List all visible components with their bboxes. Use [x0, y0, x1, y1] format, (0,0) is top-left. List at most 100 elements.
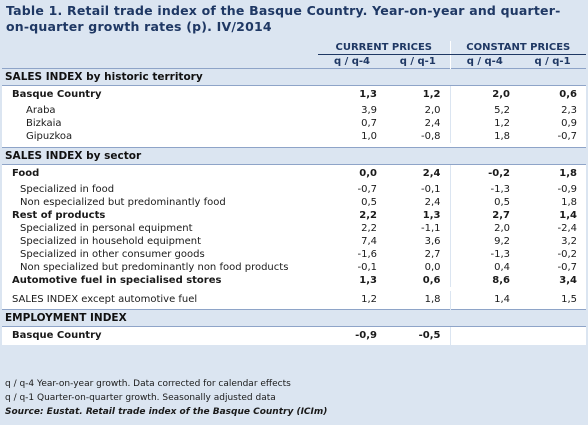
cell-current-qoq: 0,0 [386, 261, 451, 274]
cell-constant-yoy: -1,3 [449, 248, 520, 261]
cell-current-qoq: 2,7 [386, 248, 451, 261]
cell-current-qoq: -0,8 [386, 130, 451, 143]
spacer-cell [2, 143, 587, 148]
header-constant-prices: CONSTANT PRICES [449, 41, 587, 55]
row-label: Basque Country [2, 326, 318, 345]
header-row-periods: q / q-4 q / q-1 q / q-4 q / q-1 [2, 54, 586, 69]
header-blank-2 [2, 55, 318, 69]
cell-current-qoq: 1,8 [386, 291, 451, 310]
spacer-row [2, 287, 587, 291]
table-row: Food 0,0 2,4 -0,2 1,8 [2, 164, 587, 183]
row-label: Gipuzkoa [2, 130, 318, 143]
cell-current-yoy: 2,2 [318, 222, 386, 235]
cell-current-yoy: 0,5 [318, 196, 386, 209]
table-row: SALES INDEX except automotive fuel 1,2 1… [2, 291, 587, 310]
growth-rates-table: CURRENT PRICES CONSTANT PRICES q / q-4 q… [2, 41, 587, 345]
table-row: Specialized in other consumer goods -1,6… [2, 248, 587, 261]
cell-current-qoq: 2,4 [386, 196, 451, 209]
cell-current-qoq: 0,6 [386, 274, 451, 287]
row-label: Non especialized but predominantly food [2, 196, 318, 209]
cell-current-yoy: -0,9 [318, 326, 386, 345]
title-line-2: on-quarter growth rates (p). IV/2014 [6, 19, 272, 34]
cell-constant-qoq: 1,8 [519, 196, 587, 209]
cell-current-qoq: 2,4 [386, 117, 451, 130]
cell-current-yoy: 1,3 [318, 274, 386, 287]
table-row: Bizkaia 0,7 2,4 1,2 0,9 [2, 117, 587, 130]
section-label: EMPLOYMENT INDEX [2, 309, 587, 327]
cell-constant-yoy: -1,3 [449, 183, 520, 196]
cell-current-yoy: 1,0 [318, 130, 386, 143]
cell-current-yoy: 0,7 [318, 117, 386, 130]
note-yoy: q / q-4 Year-on-year growth. Data correc… [5, 379, 291, 389]
title-line-1: Table 1. Retail trade index of the Basqu… [6, 3, 561, 18]
cell-constant-qoq [519, 326, 587, 345]
header-current-qoq: q / q-1 [399, 56, 436, 67]
row-label: Food [2, 164, 318, 183]
cell-constant-yoy: 8,6 [449, 274, 520, 287]
cell-constant-yoy: 5,2 [449, 104, 520, 117]
cell-constant-yoy: 0,5 [449, 196, 520, 209]
table-notes: q / q-4 Year-on-year growth. Data correc… [5, 377, 583, 419]
cell-constant-yoy: 2,0 [449, 85, 520, 104]
cell-current-yoy: -0,7 [318, 183, 386, 196]
cell-current-yoy: 1,2 [318, 291, 386, 310]
cell-current-qoq: -0,1 [386, 183, 451, 196]
cell-constant-qoq: 2,3 [519, 104, 587, 117]
cell-constant-qoq: -0,2 [519, 248, 587, 261]
section-label: SALES INDEX by sector [2, 147, 587, 165]
table-row: Rest of products 2,2 1,3 2,7 1,4 [2, 209, 587, 222]
table-row: Basque Country 1,3 1,2 2,0 0,6 [2, 85, 587, 104]
cell-constant-qoq: 1,8 [519, 164, 587, 183]
row-label: Araba [2, 104, 318, 117]
table-row: Specialized in household equipment 7,4 3… [2, 235, 587, 248]
source-note: Source: Eustat. Retail trade index of th… [5, 407, 328, 417]
row-label: Specialized in household equipment [2, 235, 318, 248]
cell-current-yoy: -1,6 [318, 248, 386, 261]
cell-current-qoq: 3,6 [386, 235, 451, 248]
cell-current-qoq: 1,3 [386, 209, 451, 222]
header-row-groups: CURRENT PRICES CONSTANT PRICES [2, 41, 587, 55]
cell-constant-qoq: 0,6 [519, 85, 587, 104]
section-territory: SALES INDEX by historic territory [2, 68, 587, 86]
cell-current-yoy: 3,9 [318, 104, 386, 117]
section-sector: SALES INDEX by sector [2, 147, 587, 165]
row-label: Automotive fuel in specialised stores [2, 274, 318, 287]
cell-current-qoq: -0,5 [386, 326, 451, 345]
cell-constant-qoq: -0,9 [519, 183, 587, 196]
cell-current-yoy: 0,0 [318, 164, 386, 183]
row-label: Specialized in personal equipment [2, 222, 318, 235]
cell-constant-yoy: 1,8 [449, 130, 520, 143]
cell-constant-yoy: 1,4 [449, 291, 520, 310]
cell-current-qoq: 2,0 [386, 104, 451, 117]
cell-constant-yoy: 9,2 [449, 235, 520, 248]
row-label: Rest of products [2, 209, 318, 222]
cell-constant-qoq: -2,4 [519, 222, 587, 235]
cell-current-qoq: 1,2 [386, 85, 451, 104]
table-row: Gipuzkoa 1,0 -0,8 1,8 -0,7 [2, 130, 587, 143]
section-label: SALES INDEX by historic territory [2, 68, 587, 86]
table-row: Non especialized but predominantly food … [2, 196, 587, 209]
cell-current-yoy: 1,3 [318, 85, 386, 104]
header-blank [2, 41, 318, 55]
row-label: Specialized in other consumer goods [2, 248, 318, 261]
cell-current-yoy: 7,4 [318, 235, 386, 248]
cell-current-qoq: 2,4 [386, 164, 451, 183]
table-row: Non specialized but predominantly non fo… [2, 261, 587, 274]
cell-current-yoy: -0,1 [318, 261, 386, 274]
header-current-prices: CURRENT PRICES [318, 41, 451, 55]
cell-constant-yoy: -0,2 [449, 164, 520, 183]
row-label: Specialized in food [2, 183, 318, 196]
cell-constant-qoq: -0,7 [519, 261, 587, 274]
cell-constant-qoq: -0,7 [519, 130, 587, 143]
cell-constant-qoq: 1,5 [519, 291, 587, 310]
header-constant-yoy: q / q-4 [449, 54, 520, 69]
spacer-cell [2, 287, 587, 291]
note-qoq: q / q-1 Quarter-on-quarter growth. Seaso… [5, 393, 276, 403]
cell-constant-yoy: 2,7 [449, 209, 520, 222]
cell-constant-qoq: 3,4 [519, 274, 587, 287]
cell-constant-qoq: 1,4 [519, 209, 587, 222]
table-title: Table 1. Retail trade index of the Basqu… [6, 3, 582, 35]
section-employment: EMPLOYMENT INDEX [2, 309, 587, 327]
table-row: Basque Country -0,9 -0,5 [2, 326, 587, 345]
header-constant-qoq: q / q-1 [534, 56, 571, 67]
